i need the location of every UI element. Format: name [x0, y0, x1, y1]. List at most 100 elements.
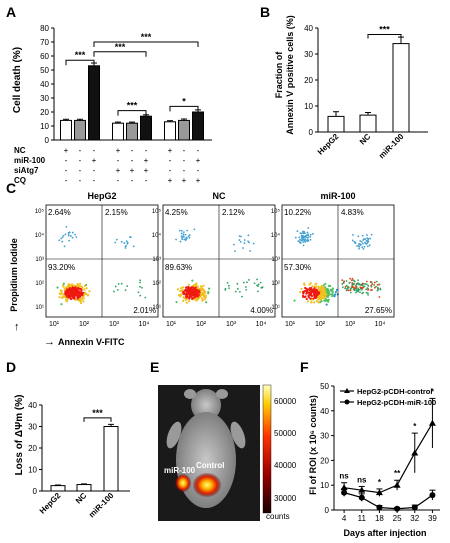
- flow-event-dot: [181, 238, 184, 241]
- flow-event-dot: [320, 293, 323, 296]
- panel-a-ytick-label: 20: [40, 108, 49, 117]
- flow-event-dot: [68, 289, 71, 293]
- flow-event-dot: [190, 292, 194, 295]
- flow-event-dot: [83, 284, 87, 287]
- flow-event-dot: [357, 282, 359, 284]
- flow-event-dot: [203, 289, 206, 292]
- flow-event-dot: [377, 288, 380, 291]
- flow-event-dot: [67, 233, 70, 235]
- flow-ytick-label: 10⁴: [152, 232, 162, 239]
- panel-d-ylabel: Loss of ΔΨm (%): [14, 395, 25, 476]
- flow-xtick-label: 10⁴: [256, 321, 267, 328]
- panel-a-ylabel: Cell death (%): [12, 47, 23, 113]
- flow-event-dot: [313, 293, 316, 296]
- flow-event-dot: [202, 284, 205, 287]
- flow-event-dot: [353, 287, 356, 290]
- flow-event-dot: [245, 286, 247, 288]
- panel-b-sig-label: ***: [379, 25, 390, 35]
- flow-event-dot: [331, 294, 334, 298]
- flow-event-dot: [349, 291, 352, 294]
- flow-event-dot: [300, 232, 303, 235]
- flow-event-dot: [333, 295, 336, 298]
- flow-event-dot: [186, 295, 189, 299]
- panel-c-xarrow: →: [44, 336, 55, 348]
- flow-event-dot: [378, 296, 381, 298]
- flow-event-dot: [349, 277, 352, 280]
- flow-event-dot: [61, 240, 64, 243]
- panel-d-category-label: NC: [74, 491, 89, 506]
- flow-event-dot: [180, 293, 183, 296]
- flow-event-dot: [191, 279, 194, 282]
- flow-event-dot: [198, 296, 201, 299]
- flow-event-dot: [79, 282, 82, 285]
- flow-quadrant-ll: 57.30%: [284, 263, 311, 272]
- flow-event-dot: [256, 278, 258, 281]
- flow-event-dot: [247, 240, 249, 243]
- flow-ytick-label: 10³: [152, 257, 161, 263]
- flow-event-dot: [144, 296, 147, 299]
- colorbar: [262, 384, 272, 514]
- flow-event-dot: [72, 291, 75, 294]
- flow-ytick-label: 10³: [271, 257, 280, 263]
- panel-c-ylabel: Propidium Iodide: [9, 238, 19, 312]
- panel-a-bar: [140, 115, 152, 141]
- panel-b-category-label: HepG2: [316, 132, 341, 157]
- panel-b-ytick-label: 0: [309, 128, 314, 137]
- flow-event-dot: [193, 228, 196, 231]
- flow-event-dot: [365, 243, 368, 245]
- panel-b-chart: 0 10 20 30 40 HepG2 NC miR-100 ***: [304, 24, 428, 160]
- flow-event-dot: [366, 237, 368, 239]
- flow-event-dot: [321, 290, 324, 293]
- flow-event-dot: [241, 295, 243, 298]
- flow-event-dot: [85, 293, 88, 296]
- flow-event-dot: [307, 294, 311, 297]
- flow-event-dot: [356, 245, 359, 247]
- flow-xtick-label: 10²: [196, 321, 207, 328]
- flow-event-dot: [347, 289, 350, 292]
- flow-event-dot: [62, 282, 65, 285]
- flow-event-dot: [78, 284, 81, 287]
- flow-event-dot: [353, 282, 355, 285]
- flow-event-dot: [358, 247, 360, 250]
- flow-quadrant-lr: 4.00%: [250, 306, 273, 315]
- flow-event-dot: [367, 284, 370, 287]
- flow-event-dot: [329, 293, 333, 296]
- flow-event-dot: [77, 287, 80, 290]
- flow-event-dot: [185, 298, 188, 301]
- flow-event-dot: [83, 293, 86, 296]
- panel-a-table-mark: -: [183, 156, 186, 165]
- panel-a-table-mark: +: [182, 176, 187, 185]
- flow-event-dot: [113, 290, 115, 293]
- flow-event-dot: [201, 287, 204, 291]
- flow-event-dot: [200, 297, 204, 300]
- panel-a-table-mark: -: [65, 166, 68, 175]
- flow-xtick-label: 10²: [315, 321, 326, 328]
- flow-quadrant-lr: 27.65%: [365, 306, 392, 315]
- flow-event-dot: [352, 234, 354, 236]
- flow-event-dot: [180, 232, 183, 235]
- tumor-signal-control: [193, 473, 221, 497]
- flow-event-dot: [70, 283, 74, 286]
- flow-event-dot: [304, 289, 307, 292]
- mouse-body: [176, 412, 236, 508]
- panel-a-ytick-label: 80: [40, 24, 49, 33]
- flow-event-dot: [238, 239, 241, 241]
- panel-letter-f: F: [300, 359, 309, 375]
- flow-event-dot: [175, 238, 177, 241]
- panel-f-sig-label: *: [413, 422, 417, 431]
- panel-a-table-mark: +: [116, 146, 121, 155]
- panel-a-ytick-label: 0: [45, 136, 50, 145]
- flow-event-dot: [353, 289, 356, 292]
- flow-event-dot: [362, 242, 364, 245]
- flow-event-dot: [365, 283, 368, 286]
- panel-f-ytick-label: 50: [320, 382, 329, 391]
- flow-event-dot: [301, 234, 304, 237]
- flow-event-dot: [193, 298, 196, 301]
- flow-event-dot: [60, 303, 63, 306]
- flow-event-dot: [124, 247, 127, 249]
- panel-b-bar: [327, 115, 345, 133]
- flow-event-dot: [240, 235, 242, 238]
- flow-quadrant-ul: 4.25%: [165, 208, 188, 217]
- flow-event-dot: [299, 290, 302, 294]
- flow-event-dot: [82, 297, 85, 300]
